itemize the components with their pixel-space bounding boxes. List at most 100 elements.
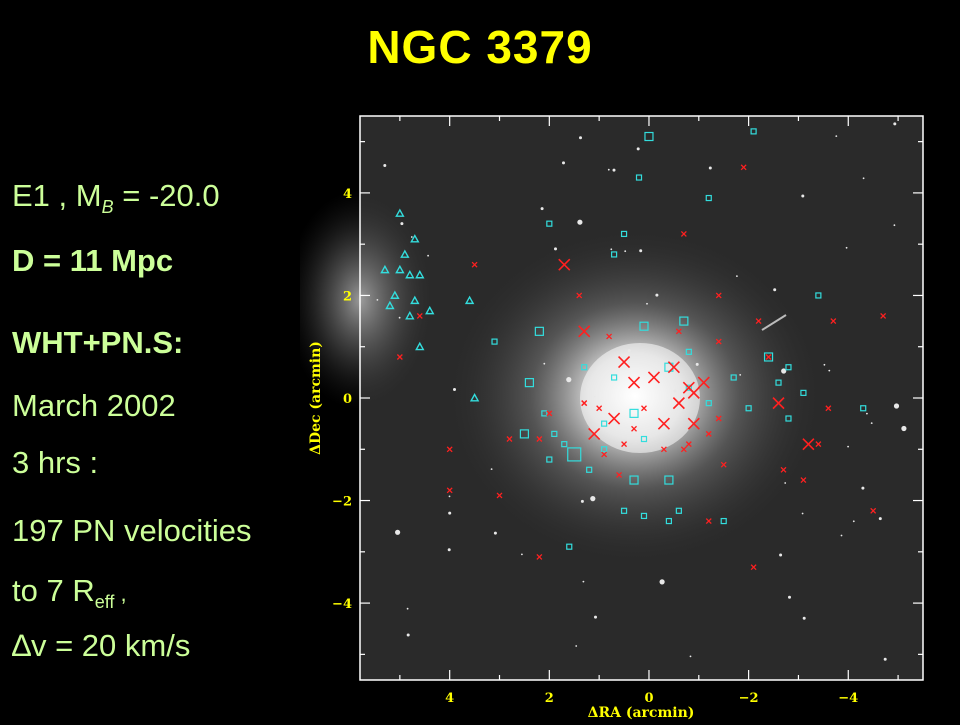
pn-triangle-marker (400, 249, 410, 258)
axes: 4 2 0 −2 −4 4 2 0 −2 −4 (332, 116, 923, 706)
pn-square-marker (546, 220, 553, 227)
pn-square-marker (640, 435, 648, 443)
pn-square-marker (620, 507, 628, 514)
background-star (406, 633, 410, 637)
pn-cross-marker (720, 461, 727, 468)
background-star (448, 511, 452, 515)
pn-cross-marker (546, 410, 553, 417)
background-star (893, 224, 896, 227)
background-star (398, 316, 401, 319)
y-tick-label: 4 (343, 187, 352, 202)
background-star (607, 168, 610, 171)
pn-cross-marker (687, 386, 700, 399)
pn-triangle-marker (405, 270, 415, 279)
pn-triangle-marker (464, 295, 475, 305)
pn-cross-marker (416, 313, 423, 319)
background-star (781, 368, 787, 374)
x-tick-label: 0 (644, 691, 653, 706)
velocity-precision: ∆v = 20 km/s (12, 628, 190, 664)
pn-cross-marker (396, 354, 403, 360)
pn-cross-marker (765, 354, 772, 360)
pn-cross-marker (870, 507, 877, 514)
y-tick-label: −2 (332, 495, 352, 510)
background-star (695, 362, 699, 366)
background-star (788, 595, 791, 599)
pn-square-marker (639, 321, 649, 331)
background-star (521, 553, 523, 556)
background-star (878, 517, 882, 521)
background-star (708, 166, 712, 170)
background-star (870, 422, 873, 424)
x-tick-label: −4 (838, 691, 858, 706)
background-star (400, 222, 404, 226)
background-star (610, 248, 613, 251)
velocity-precision-value: v = 20 km/s (30, 628, 191, 663)
pn-cross-marker (815, 441, 822, 448)
pn-square-marker (785, 364, 792, 371)
background-star (689, 655, 692, 658)
pn-cross-marker (660, 446, 667, 453)
pn-square-marker (860, 405, 867, 412)
pn-triangle-marker (395, 208, 405, 217)
pn-cross-marker (880, 313, 887, 319)
pn-square-marker (644, 131, 654, 142)
background-star (594, 615, 597, 619)
pn-cross-marker (740, 164, 747, 171)
pn-triangle-marker (415, 341, 425, 351)
background-star (493, 531, 497, 535)
background-star (562, 161, 565, 165)
pn-triangle-marker (415, 270, 425, 279)
pn-cross-marker (608, 412, 621, 425)
background-star (802, 616, 806, 620)
x-tick-label: −2 (739, 691, 759, 706)
pn-cross-marker (578, 325, 591, 338)
pn-cross-marker (697, 376, 710, 389)
pn-square-marker (750, 128, 757, 135)
background-star (845, 246, 848, 249)
pn-cross-marker (496, 492, 503, 499)
pn-cross-marker (687, 417, 700, 430)
pn-cross-marker (800, 477, 807, 483)
pn-cross-marker (830, 318, 837, 325)
background-star (847, 445, 849, 448)
pn-cross-marker (715, 415, 722, 422)
pn-square-marker (629, 475, 639, 485)
pn-cross-marker (446, 446, 453, 453)
background-star (659, 579, 665, 585)
background-star (736, 275, 738, 277)
pn-cross-marker (755, 318, 762, 325)
pn-cross-marker (647, 371, 661, 384)
background-star (624, 250, 627, 253)
pn-cross-marker (631, 425, 637, 432)
pn-cross-marker (667, 361, 680, 374)
pn-cross-marker (772, 397, 785, 410)
pn-triangle-marker (380, 264, 390, 274)
pn-square-marker (720, 517, 727, 525)
reach-subscript: eff (94, 592, 115, 612)
pn-cross-marker (802, 438, 815, 451)
pn-cross-marker (621, 441, 628, 448)
background-star (828, 369, 831, 372)
distance-label: D = 11 Mpc (12, 243, 174, 278)
pn-cross-marker (715, 338, 722, 345)
background-star (395, 529, 401, 535)
x-tick-label: 2 (545, 691, 554, 706)
background-star (636, 147, 640, 151)
pn-cross-marker (657, 417, 670, 430)
pn-cross-marker (616, 471, 623, 478)
pn-position-chart: 4 2 0 −2 −4 4 2 0 −2 −4 ΔRA (arcmin) ΔDec (arcmin… (285, 100, 960, 721)
background-star (627, 349, 631, 353)
background-star (580, 499, 584, 503)
pn-square-marker (566, 543, 573, 550)
background-star (862, 177, 865, 180)
pn-triangle-marker (385, 300, 395, 310)
page-title: NGC 3379 (367, 21, 593, 73)
pn-square-marker (664, 475, 674, 485)
pn-triangle-marker (410, 295, 420, 305)
pn-square-marker (541, 410, 548, 417)
background-star (823, 363, 826, 366)
background-star (801, 512, 804, 515)
pn-cross-marker (705, 518, 712, 525)
pn-cross-marker (576, 292, 583, 299)
background-star (779, 553, 783, 557)
